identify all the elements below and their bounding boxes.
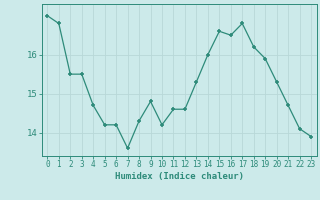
X-axis label: Humidex (Indice chaleur): Humidex (Indice chaleur) — [115, 172, 244, 181]
